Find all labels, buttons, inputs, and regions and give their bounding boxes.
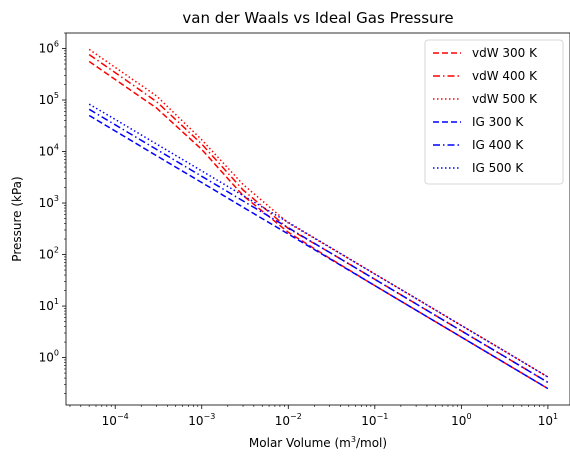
- series-line-2: [88, 48, 549, 378]
- x-tick-0: 10−4: [102, 405, 129, 428]
- tick-base: 10: [451, 414, 466, 428]
- y-tick-3: 103: [39, 194, 66, 210]
- series-line-4: [88, 108, 549, 384]
- tick-exponent: 2: [54, 246, 59, 255]
- y-tick-5: 105: [39, 91, 66, 107]
- x-tick-2: 10−2: [275, 405, 302, 428]
- plot-frame: [65, 32, 570, 406]
- tick-base: 10: [361, 414, 376, 428]
- legend: vdW 300 K vdW 400 K vdW 500 K IG 300 K IG 40…: [424, 39, 564, 185]
- tick-base: 10: [39, 93, 54, 107]
- tick-base: 10: [188, 414, 203, 428]
- y-tick-label: 106: [39, 40, 59, 56]
- tick-exponent: 3: [54, 194, 59, 203]
- tick-exponent: 6: [54, 40, 59, 49]
- y-tick-label: 102: [39, 246, 59, 262]
- legend-item-2: vdW 500 K: [433, 92, 538, 106]
- x-tick-4: 100: [451, 405, 472, 428]
- tick-base: 10: [39, 351, 54, 365]
- tick-base: 10: [538, 414, 553, 428]
- x-tick-3: 10−1: [361, 405, 388, 428]
- y-tick-1: 101: [39, 297, 66, 313]
- series-line-5: [88, 103, 549, 378]
- y-tick-4: 104: [39, 143, 66, 159]
- tick-exponent: 4: [54, 143, 59, 152]
- x-tick-label: 100: [451, 412, 471, 428]
- tick-exponent: 1: [553, 412, 558, 421]
- tick-exponent: −3: [203, 412, 215, 421]
- tick-exponent: 1: [54, 297, 59, 306]
- x-tick-label: 101: [538, 412, 558, 428]
- legend-label: IG 400 K: [472, 138, 524, 152]
- y-tick-6: 106: [39, 40, 66, 56]
- tick-exponent: 5: [54, 91, 59, 100]
- y-tick-label: 100: [39, 349, 59, 365]
- x-tick-label: 10−3: [188, 412, 215, 428]
- legend-item-0: vdW 300 K: [433, 46, 538, 60]
- tick-exponent: 0: [54, 349, 59, 358]
- y-tick-0: 100: [39, 349, 66, 365]
- tick-base: 10: [39, 299, 54, 313]
- legend-label: IG 300 K: [472, 115, 524, 129]
- x-axis-label-sup: 3: [351, 435, 356, 444]
- legend-item-5: IG 500 K: [433, 161, 524, 175]
- x-axis-label: Molar Volume (m3/mol): [249, 435, 387, 450]
- y-tick-label: 104: [39, 143, 59, 159]
- tick-base: 10: [39, 42, 54, 56]
- legend-label: IG 500 K: [472, 161, 524, 175]
- x-axis-ticks: 10−4 10−3 10−2 10−1 100 101: [69, 405, 558, 428]
- chart-title: van der Waals vs Ideal Gas Pressure: [182, 9, 453, 27]
- series-line-3: [88, 114, 549, 390]
- x-tick-5: 101: [538, 405, 558, 428]
- tick-exponent: −2: [290, 412, 302, 421]
- x-axis-label-base: Molar Volume (m: [249, 436, 351, 450]
- tick-exponent: −1: [377, 412, 389, 421]
- x-tick-label: 10−1: [361, 412, 388, 428]
- legend-item-4: IG 400 K: [433, 138, 524, 152]
- y-tick-label: 101: [39, 297, 59, 313]
- legend-box: [424, 39, 564, 185]
- tick-base: 10: [39, 248, 54, 262]
- y-axis-label: Pressure (kPa): [10, 176, 24, 261]
- tick-base: 10: [39, 196, 54, 210]
- y-tick-2: 102: [39, 246, 66, 262]
- legend-item-1: vdW 400 K: [433, 69, 538, 83]
- x-tick-label: 10−2: [275, 412, 302, 428]
- legend-label: vdW 400 K: [472, 69, 538, 83]
- tick-exponent: 0: [466, 412, 471, 421]
- x-tick-label: 10−4: [102, 412, 129, 428]
- legend-label: vdW 300 K: [472, 46, 538, 60]
- legend-label: vdW 500 K: [472, 92, 538, 106]
- tick-exponent: −4: [117, 412, 129, 421]
- tick-base: 10: [102, 414, 117, 428]
- series-layer: [88, 48, 549, 390]
- x-tick-1: 10−3: [188, 405, 215, 428]
- y-tick-label: 103: [39, 194, 59, 210]
- tick-base: 10: [39, 145, 54, 159]
- tick-base: 10: [275, 414, 290, 428]
- legend-item-3: IG 300 K: [433, 115, 524, 129]
- x-axis-label-tail: /mol): [356, 436, 387, 450]
- y-tick-label: 105: [39, 91, 59, 107]
